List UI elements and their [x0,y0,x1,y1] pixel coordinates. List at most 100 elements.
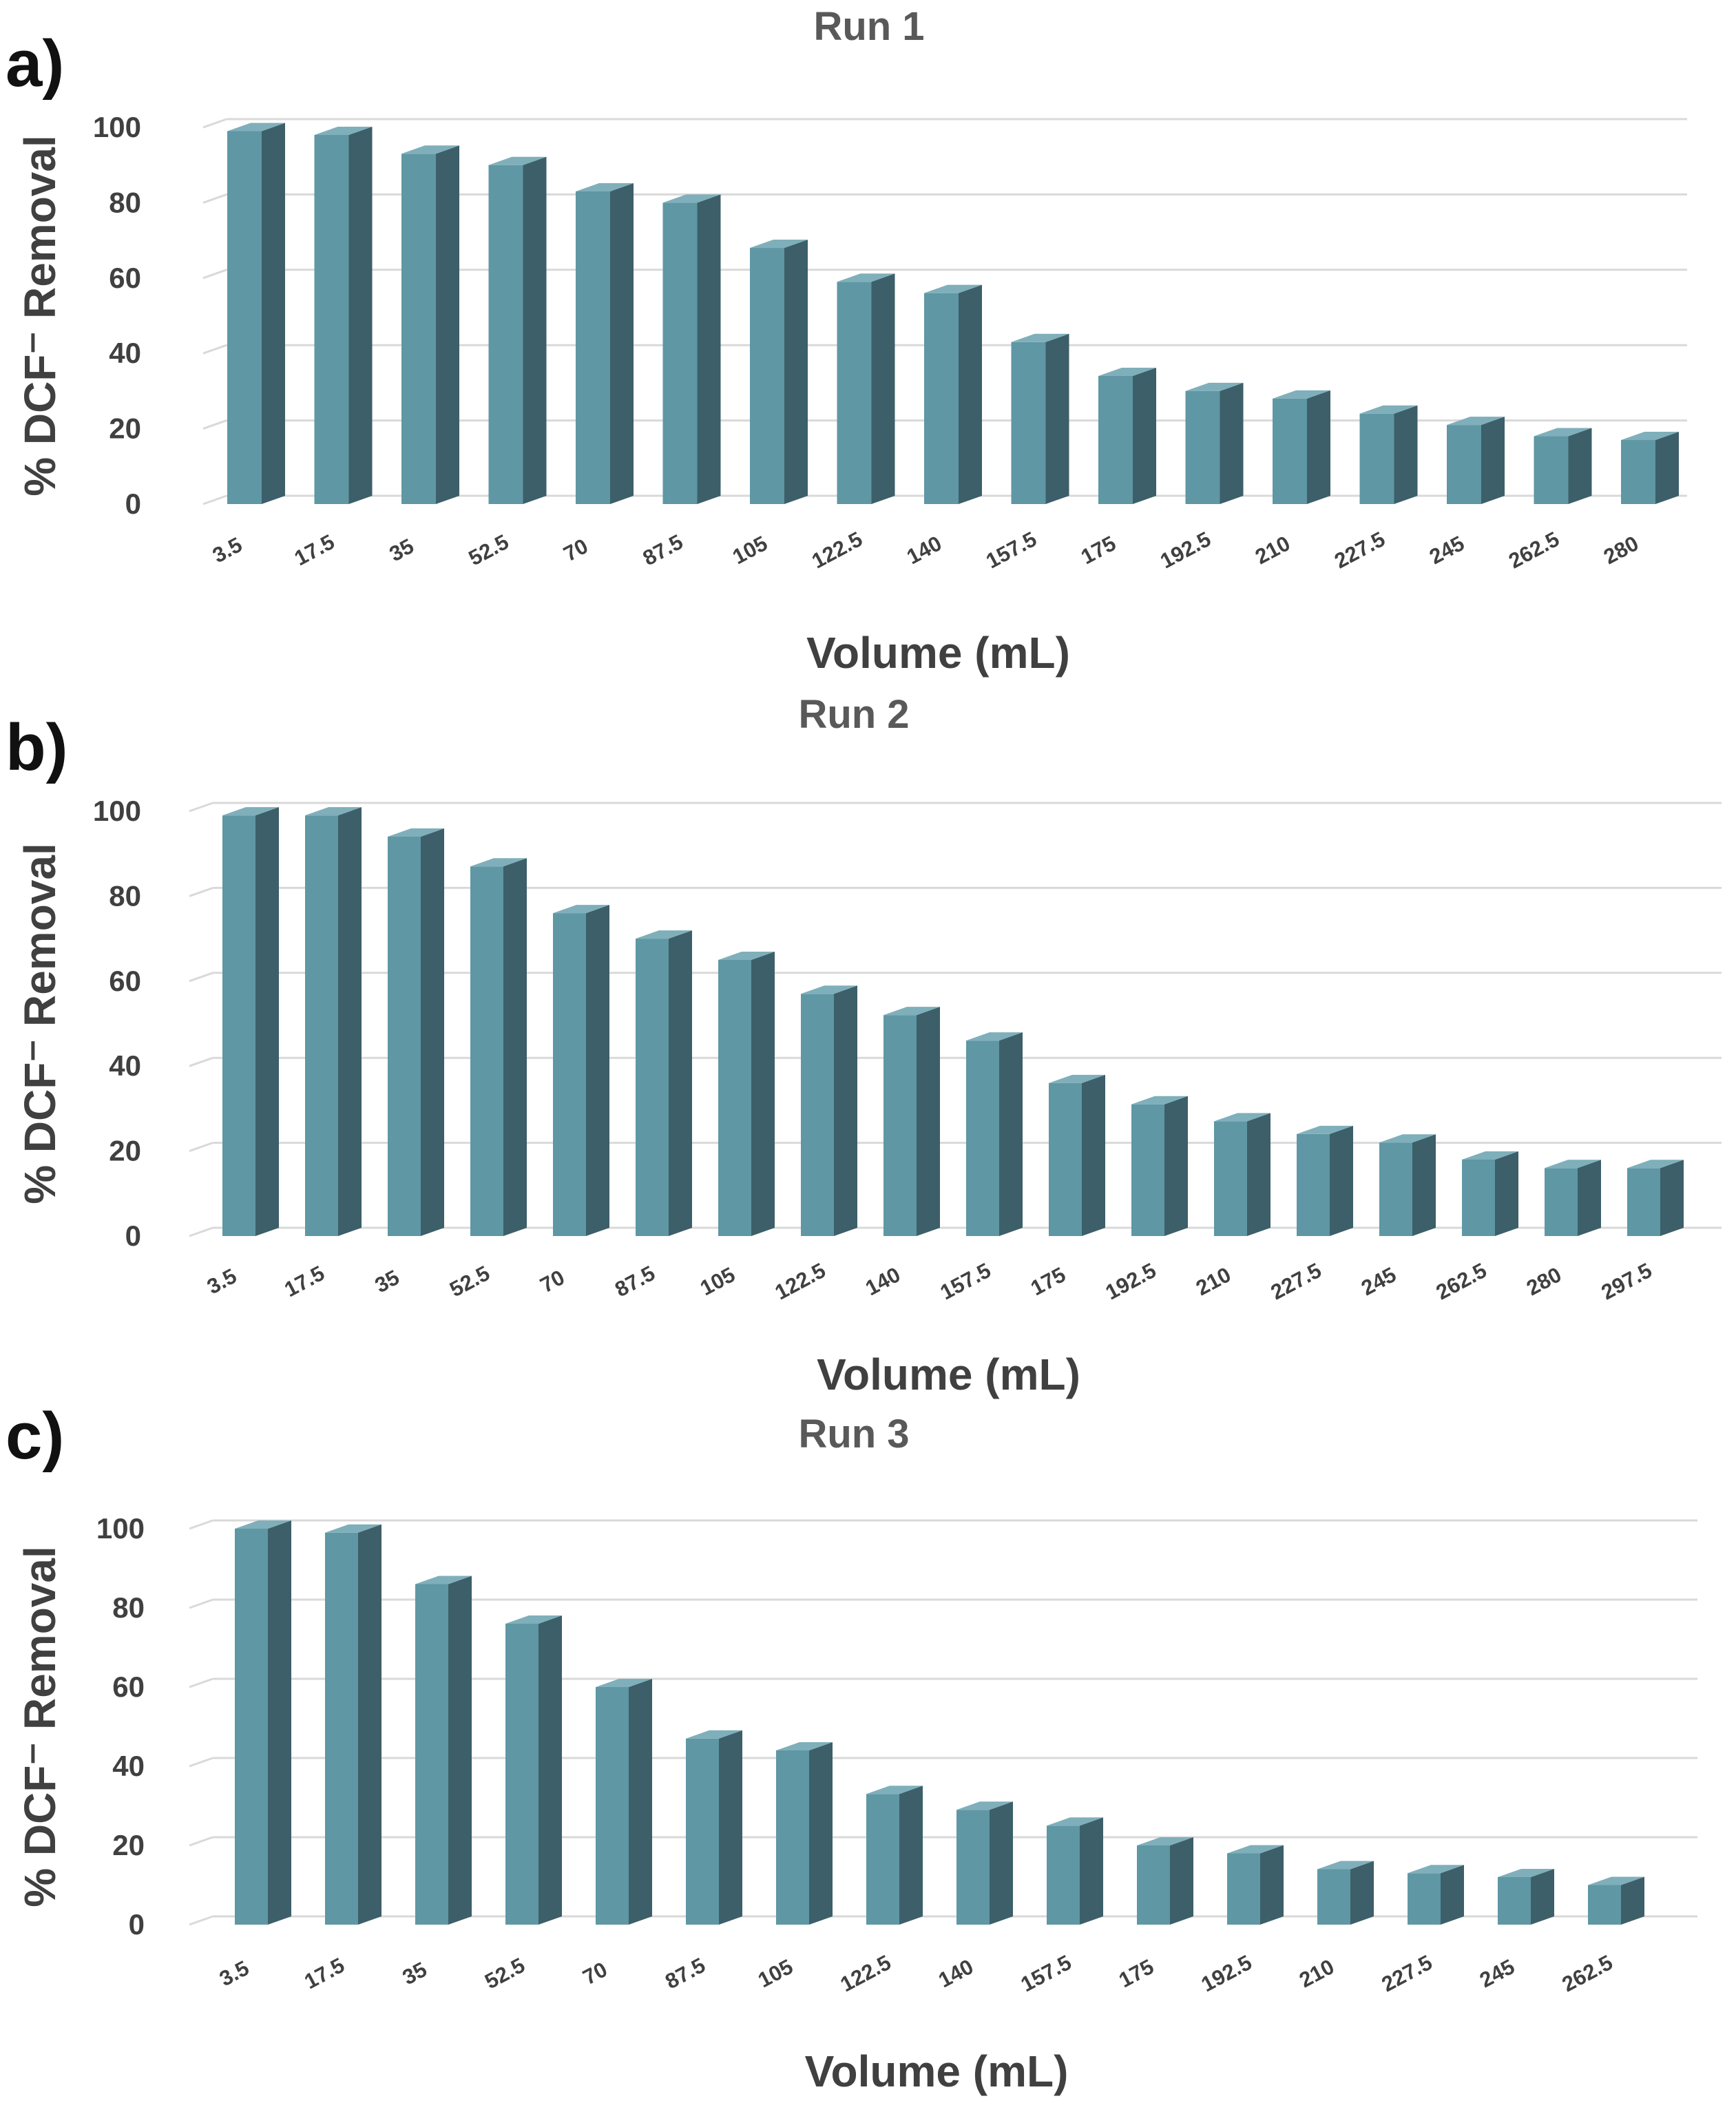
bar [1011,333,1069,504]
x-tick-label: 3.5 [216,1956,253,1991]
bar [1462,1151,1518,1236]
bar-front [1545,1168,1578,1236]
bar-side [1660,1160,1684,1236]
x-tick-label: 17.5 [291,530,339,570]
bar-front [1379,1142,1412,1236]
gridline-depth [189,1836,213,1847]
bar-front [1049,1082,1082,1236]
gridline-depth [189,802,213,813]
bar-top [415,1576,472,1584]
bar-front [1447,425,1481,504]
bar-side [1412,1134,1436,1236]
x-tick-label: 245 [1425,531,1468,569]
y-tick-label: 0 [125,1220,141,1252]
bar-side [1307,390,1330,504]
bar-top [325,1524,381,1533]
bar [1359,405,1418,504]
y-tick-label: 60 [112,1671,145,1703]
bar-front [305,815,338,1236]
x-tick-label: 210 [1251,531,1294,569]
y-tick-label: 0 [125,488,141,520]
bar [1227,1845,1284,1925]
gridline-depth [202,193,227,204]
x-tick-label: 35 [386,534,418,566]
x-tick-label: 227.5 [1330,527,1389,573]
bar-front [1297,1133,1330,1236]
bar-top [718,951,775,960]
bar [1131,1096,1188,1236]
bar [686,1730,742,1925]
x-tick-label: 157.5 [982,527,1040,573]
bar-top [1214,1113,1270,1122]
bar-side [1080,1817,1103,1925]
panel-label: a) [6,27,64,101]
bar-top [1498,1869,1554,1877]
bar-front [470,866,503,1236]
bar [576,182,634,504]
bar [553,905,609,1236]
bar [488,156,547,504]
bar-top [401,145,459,154]
bar-front [1588,1885,1621,1925]
bar-top [1131,1096,1188,1105]
x-tick-label: 262.5 [1505,527,1563,573]
bar [1534,428,1592,504]
bars [227,123,1679,505]
bar [718,951,775,1236]
bar [596,1679,652,1925]
bar [1379,1134,1436,1236]
y-tick-label: 80 [112,1591,145,1624]
bar-side [436,145,459,505]
x-tick-label: 3.5 [209,532,246,567]
y-tick-label: 100 [93,795,141,827]
bar-front [776,1750,809,1925]
bar-front [227,131,262,505]
gridline-depth [202,269,227,280]
x-tick-label: 192.5 [1102,1258,1160,1304]
bar-top [314,126,373,135]
x-tick-label: 52.5 [446,1261,494,1301]
x-tick-label: 175 [1115,1954,1158,1992]
bar [924,284,982,504]
bar [415,1576,472,1925]
bar-top [883,1007,940,1016]
bar-top [1621,432,1679,441]
bar-top [1317,1861,1374,1870]
bar-top [1273,390,1330,399]
x-tick-label: 52.5 [465,530,513,570]
bar [1498,1869,1554,1925]
bar-side [751,951,775,1236]
bar-side [784,240,808,504]
bar [956,1801,1013,1925]
x-tick-label: 70 [579,1957,611,1989]
bar-top [1545,1160,1601,1169]
bar-side [586,905,609,1236]
bar-side [1260,1845,1284,1925]
bar [1297,1125,1353,1236]
bar-top [924,284,982,293]
x-tick-label: 262.5 [1558,1950,1617,1996]
bar-front [1359,413,1394,504]
bars [222,807,1684,1236]
bar-front [1214,1121,1247,1236]
y-tick-label: 20 [109,412,141,445]
bar-side [1578,1160,1601,1236]
x-tick-label: 210 [1192,1262,1235,1300]
bar [1137,1837,1193,1925]
x-tick-label: 245 [1357,1262,1400,1300]
x-tick-label: 3.5 [203,1264,240,1299]
y-axis-title: % DCF⁻ Removal [15,135,65,496]
x-tick-label: 17.5 [280,1261,328,1301]
bar-side [917,1007,940,1236]
bar [1627,1160,1684,1236]
bar [1273,390,1330,504]
bar [325,1524,381,1925]
x-tick-label: 175 [1077,531,1120,569]
gridline-depth [189,972,213,983]
bar-side [1394,405,1418,504]
bar-side [358,1524,381,1925]
y-tick-label: 80 [109,186,141,218]
x-tick-label: 140 [903,531,945,569]
x-axis-title: Volume (mL) [805,2047,1069,2096]
y-tick-label: 20 [112,1829,145,1861]
